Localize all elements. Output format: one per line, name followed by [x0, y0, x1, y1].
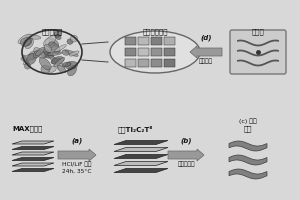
Ellipse shape — [18, 34, 31, 44]
Bar — [137, 59, 148, 67]
Polygon shape — [12, 146, 54, 150]
Text: 少层: 少层 — [244, 125, 252, 132]
Bar — [164, 37, 175, 45]
Ellipse shape — [55, 45, 66, 52]
Ellipse shape — [40, 49, 50, 57]
Ellipse shape — [69, 51, 79, 56]
Ellipse shape — [23, 55, 31, 65]
Polygon shape — [114, 154, 168, 158]
Bar — [151, 48, 161, 56]
Bar — [124, 37, 136, 45]
Ellipse shape — [52, 56, 64, 65]
Bar — [124, 59, 136, 67]
Ellipse shape — [57, 63, 65, 70]
Polygon shape — [114, 162, 168, 166]
Ellipse shape — [25, 39, 34, 49]
Ellipse shape — [48, 38, 59, 46]
Ellipse shape — [62, 62, 71, 67]
Ellipse shape — [41, 65, 50, 74]
Ellipse shape — [49, 55, 59, 64]
Polygon shape — [12, 163, 54, 166]
Polygon shape — [229, 141, 267, 151]
Bar — [124, 48, 136, 56]
Polygon shape — [114, 168, 168, 172]
Polygon shape — [114, 148, 168, 152]
Polygon shape — [229, 169, 267, 179]
Bar — [137, 37, 148, 45]
Text: (b): (b) — [180, 138, 192, 144]
Ellipse shape — [25, 63, 31, 69]
Ellipse shape — [45, 39, 55, 48]
FancyArrow shape — [168, 149, 204, 161]
Text: (c) 超声: (c) 超声 — [239, 118, 257, 124]
Bar — [137, 48, 148, 56]
Ellipse shape — [33, 50, 41, 58]
Bar — [151, 37, 161, 45]
FancyArrow shape — [58, 149, 96, 161]
Ellipse shape — [62, 50, 69, 55]
Bar — [164, 48, 175, 56]
Ellipse shape — [54, 58, 65, 67]
Polygon shape — [12, 152, 54, 155]
Ellipse shape — [67, 39, 73, 44]
Ellipse shape — [35, 47, 45, 56]
Ellipse shape — [23, 39, 31, 47]
Text: 混合液: 混合液 — [252, 28, 264, 35]
Ellipse shape — [22, 55, 30, 67]
Ellipse shape — [54, 30, 61, 38]
Text: MAX前驱体: MAX前驱体 — [13, 125, 43, 132]
Bar — [164, 59, 175, 67]
Ellipse shape — [28, 51, 38, 60]
Text: 三维包覆结构: 三维包覆结构 — [142, 28, 168, 35]
Ellipse shape — [42, 52, 54, 58]
Text: HCl/LiF 刻蚀: HCl/LiF 刻蚀 — [62, 161, 92, 167]
Text: 离心、超声: 离心、超声 — [177, 161, 195, 167]
Ellipse shape — [44, 36, 56, 46]
Ellipse shape — [65, 50, 78, 56]
Ellipse shape — [48, 66, 56, 72]
Ellipse shape — [44, 44, 52, 52]
Ellipse shape — [21, 55, 35, 61]
Text: (a): (a) — [71, 138, 82, 144]
Ellipse shape — [34, 48, 45, 58]
Text: 结构示意图: 结构示意图 — [41, 28, 63, 35]
Ellipse shape — [51, 58, 61, 64]
Bar — [151, 59, 161, 67]
Polygon shape — [12, 141, 54, 144]
Ellipse shape — [24, 36, 32, 46]
Polygon shape — [12, 168, 54, 171]
Ellipse shape — [27, 53, 36, 64]
Ellipse shape — [20, 38, 32, 46]
Ellipse shape — [70, 35, 77, 42]
Ellipse shape — [110, 31, 200, 73]
Ellipse shape — [65, 61, 78, 69]
Polygon shape — [114, 140, 168, 144]
Text: 24h, 35°C: 24h, 35°C — [62, 169, 92, 174]
Text: 真空抽滤: 真空抽滤 — [199, 58, 213, 64]
Ellipse shape — [58, 65, 66, 73]
FancyArrow shape — [190, 46, 222, 58]
Polygon shape — [12, 158, 54, 160]
Ellipse shape — [55, 35, 61, 40]
Ellipse shape — [47, 52, 62, 56]
FancyBboxPatch shape — [230, 30, 286, 74]
Ellipse shape — [68, 65, 76, 76]
Text: (d): (d) — [200, 34, 212, 41]
Ellipse shape — [26, 35, 41, 39]
Polygon shape — [229, 155, 267, 165]
Ellipse shape — [39, 58, 51, 70]
Text: 多层Ti₂C₂T⁸: 多层Ti₂C₂T⁸ — [117, 125, 153, 133]
Ellipse shape — [48, 42, 60, 54]
